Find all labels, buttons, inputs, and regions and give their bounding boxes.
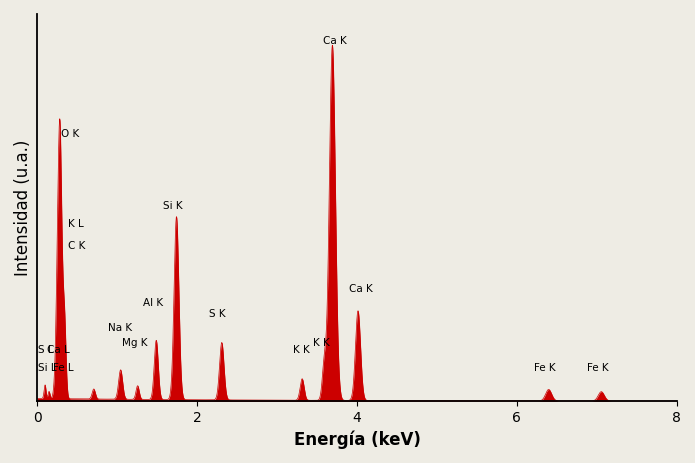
Text: S L: S L: [38, 344, 54, 355]
Text: Si K: Si K: [163, 201, 183, 211]
Text: Mg K: Mg K: [122, 338, 147, 348]
Text: O K: O K: [61, 130, 80, 139]
Text: Fe K: Fe K: [534, 363, 556, 373]
Text: Na K: Na K: [108, 323, 132, 333]
Y-axis label: Intensidad (u.a.): Intensidad (u.a.): [14, 139, 32, 276]
Text: Al K: Al K: [143, 298, 163, 308]
Text: S K: S K: [209, 309, 226, 319]
X-axis label: Energía (keV): Energía (keV): [293, 431, 420, 449]
Text: K K: K K: [313, 338, 330, 348]
Text: C K: C K: [68, 241, 85, 250]
Text: Ca L: Ca L: [47, 344, 70, 355]
Text: K K: K K: [293, 344, 310, 355]
Text: Ca K: Ca K: [322, 36, 346, 46]
Text: Fe L: Fe L: [53, 363, 73, 373]
Text: Fe K: Fe K: [587, 363, 609, 373]
Text: Ca K: Ca K: [349, 284, 373, 294]
Text: K L: K L: [68, 219, 83, 229]
Text: Si L: Si L: [38, 363, 57, 373]
